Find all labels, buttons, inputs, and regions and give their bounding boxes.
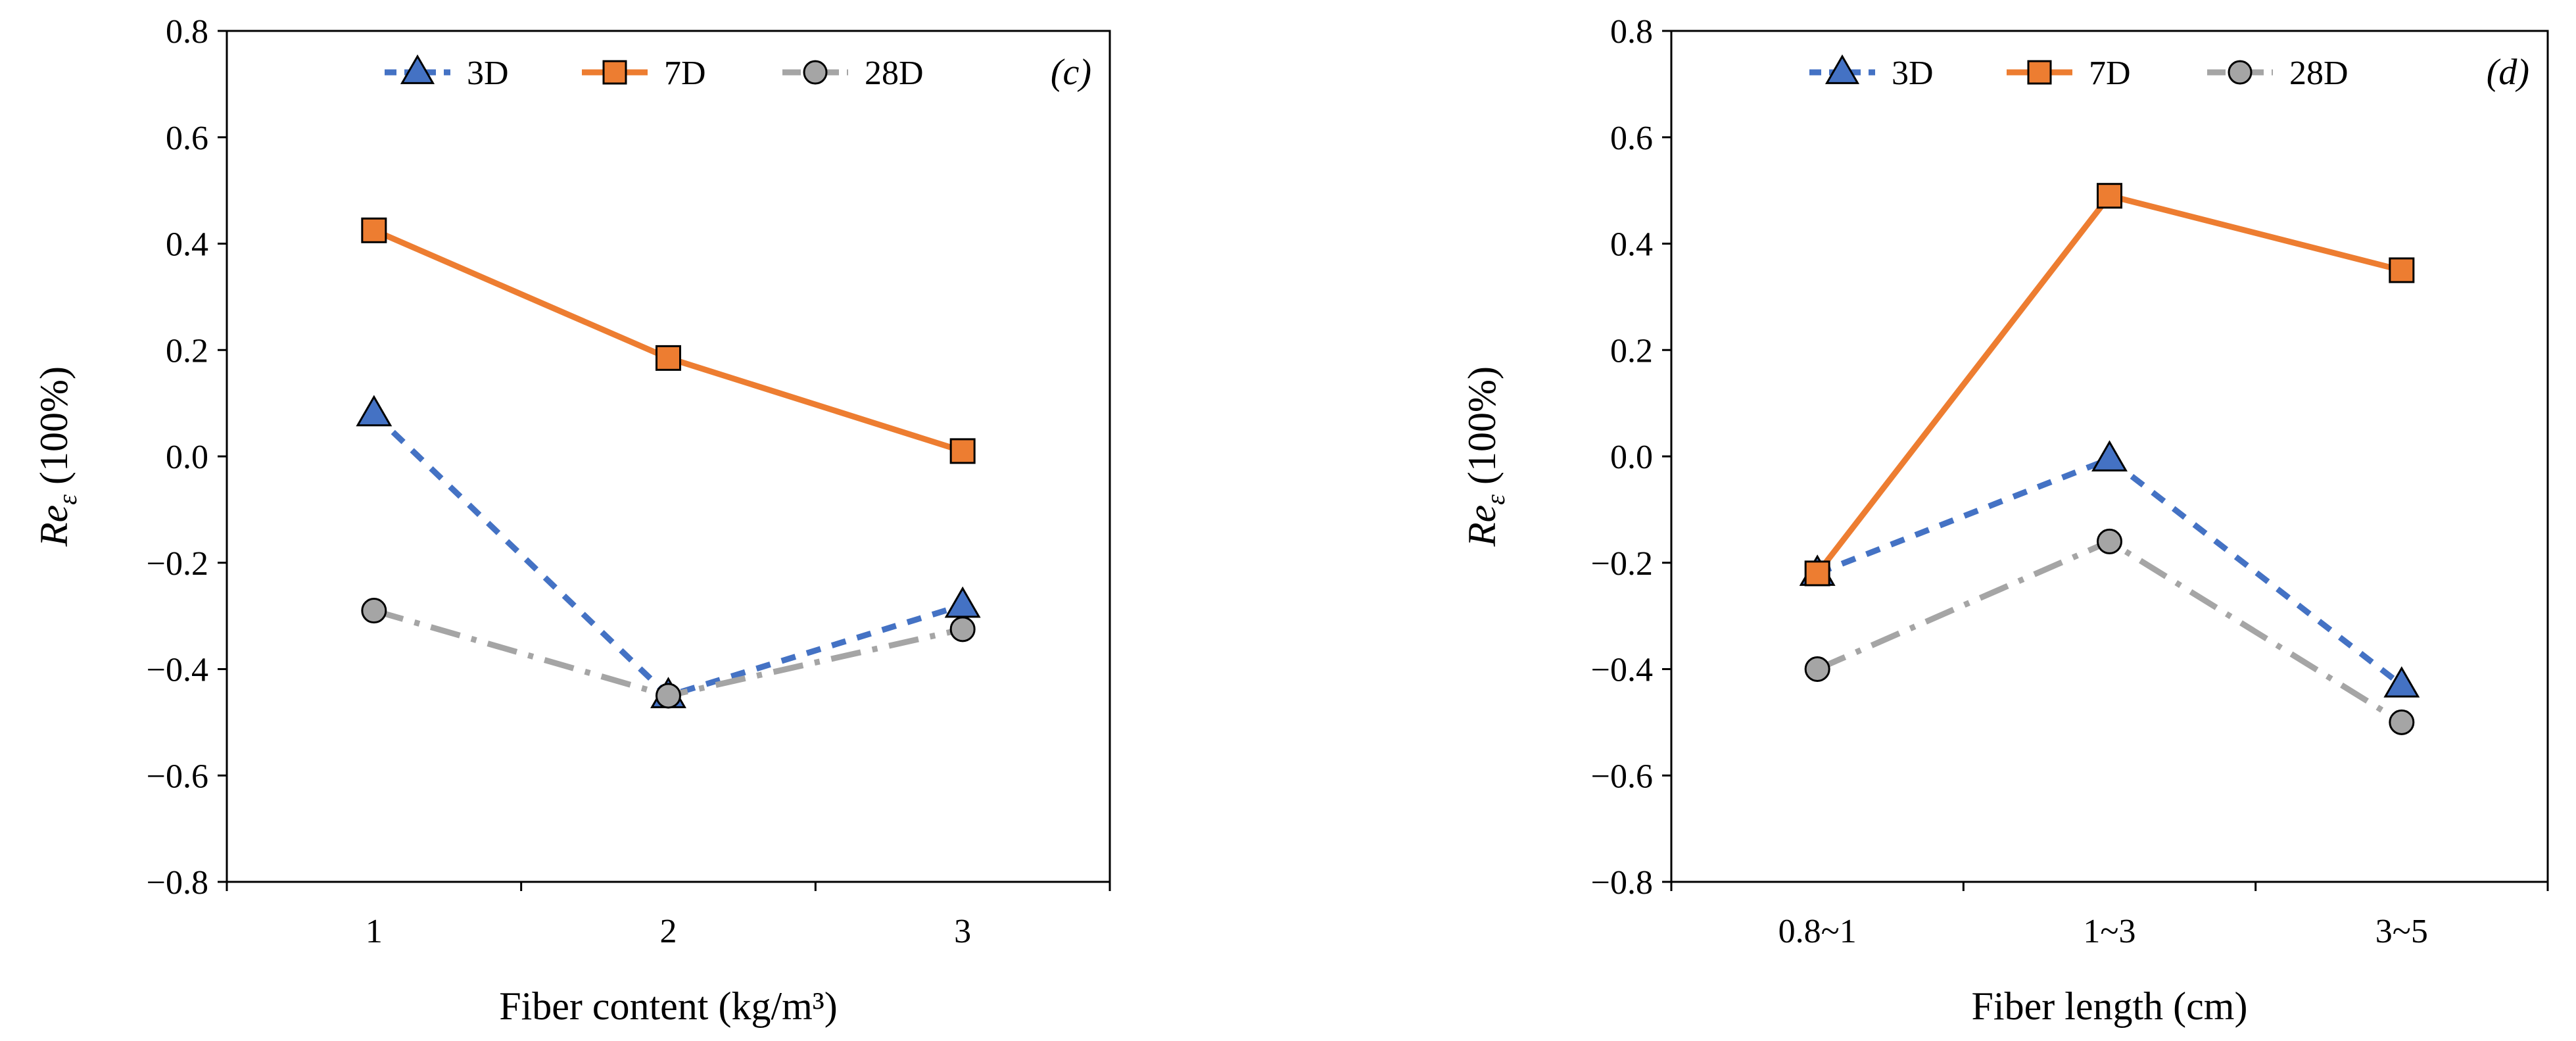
legend-label-3D: 3D [467,55,509,92]
y-tick-label: 0.8 [1610,13,1653,51]
y-tick-label: 0.6 [166,120,208,157]
legend-label-28D: 28D [865,55,924,92]
series-line-7D [1815,193,2402,575]
data-point-7D [1804,560,1830,587]
x-axis-title: Fiber length (cm) [1972,984,2248,1028]
x-tick-label: 3 [954,913,971,950]
y-axis-title-unit: (100%) [1460,366,1504,495]
data-point-7D [361,217,387,243]
x-tick-label: 1 [366,913,383,950]
data-point-7D [949,438,976,464]
data-point-7D [656,345,681,371]
data-point-28D [2389,709,2415,735]
x-tick-label: 3~5 [2375,913,2428,950]
y-tick-label: 0.2 [166,332,208,370]
y-tick-label: 0.2 [1610,332,1653,370]
data-point-7D [2097,183,2122,209]
panel-label: (d) [2487,52,2529,93]
legend-marker-28D [2228,60,2253,85]
legend-marker-28D [803,60,828,85]
y-tick-label: 0.0 [1610,439,1653,476]
y-tick-label: 0.4 [1610,226,1653,264]
data-point-28D [949,616,976,642]
legend: 3D 7D 28D [1809,54,2349,92]
data-point-3D [944,586,981,618]
y-tick-label: 0.8 [166,13,208,51]
y-axis-title-subscript: ε [1481,495,1510,505]
legend-label-28D: 28D [2289,55,2349,92]
y-axis-title: Reε (100%) [32,366,82,547]
legend-label-7D: 7D [664,55,706,92]
x-tick-label: 0.8~1 [1778,913,1857,950]
y-axis-title-unit: (100%) [32,366,76,495]
legend-marker-3D [1825,54,1860,84]
series-line-3D [1816,456,2404,688]
chart-panel-d: −0.8 −0.6 −0.4 −0.2 0.0 0.2 0.4 0.6 0.8 0.8~1 1~3 3… [1460,13,2549,1028]
data-point-28D [361,598,387,624]
series-line-28D [1816,538,2404,725]
legend-marker-3D [400,54,435,84]
y-tick-label: −0.8 [1591,864,1653,902]
data-point-3D [2383,666,2420,698]
y-axis-title-main: Re [32,505,76,547]
series-line-7D [373,228,964,454]
chart-panel-c: −0.8 −0.6 −0.4 −0.2 0.0 0.2 0.4 0.6 0.8 1 2 3 Fiber … [32,13,1111,1028]
legend-label-3D: 3D [1892,55,1934,92]
y-tick-label: −0.4 [147,652,208,689]
data-point-7D [2389,257,2415,283]
y-tick-label: 0.6 [1610,120,1653,157]
y-tick-label: −0.6 [147,758,208,795]
x-axis-title: Fiber content (kg/m³) [499,984,838,1028]
legend-label-7D: 7D [2089,55,2131,92]
y-axis-title: Reε (100%) [1460,366,1510,547]
x-tick-label: 2 [660,913,677,950]
series-line-3D [371,412,964,699]
panel-label: (c) [1051,52,1091,93]
x-tick-label: 1~3 [2083,913,2135,950]
y-tick-label: −0.2 [147,545,208,583]
y-tick-label: −0.6 [1591,758,1653,795]
y-tick-label: 0.0 [166,439,208,476]
data-point-3D [356,395,393,427]
y-tick-label: −0.8 [147,864,208,902]
data-point-3D [2091,440,2128,472]
legend-marker-7D [602,60,627,85]
y-tick-label: 0.4 [166,226,208,264]
y-tick-label: −0.2 [1591,545,1653,583]
y-tick-label: −0.4 [1591,652,1653,689]
data-point-28D [656,683,681,709]
y-axis-title-subscript: ε [53,495,82,505]
y-axis-title-main: Re [1460,505,1504,547]
data-point-28D [1804,656,1830,682]
legend: 3D 7D 28D [385,54,924,92]
data-point-28D [2097,528,2122,554]
legend-marker-7D [2027,60,2052,85]
plot-area-frame [226,30,1111,883]
